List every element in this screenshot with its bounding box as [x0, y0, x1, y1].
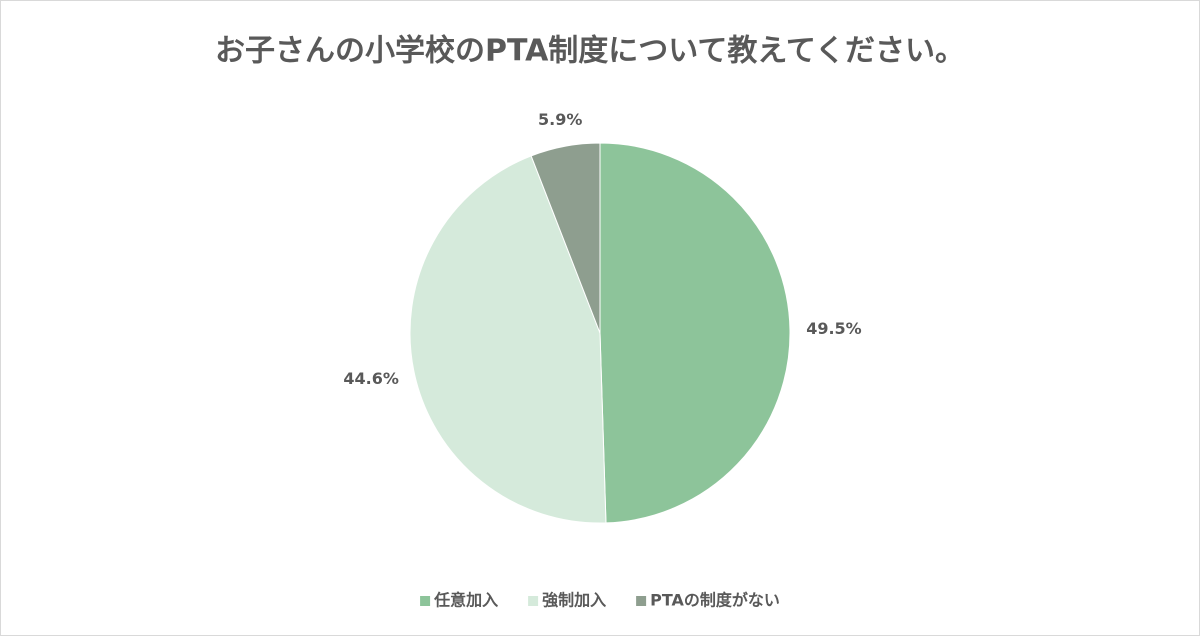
- legend-label: 強制加入: [542, 591, 606, 610]
- pie-slice: [530, 142, 601, 334]
- legend-swatch: [636, 596, 647, 606]
- data-label: 49.5%: [806, 319, 862, 338]
- legend-swatch: [420, 596, 431, 606]
- pie-slice: [409, 155, 607, 524]
- chart-title: お子さんの小学校のPTA制度について教えてください。: [215, 34, 965, 69]
- data-label: 5.9%: [538, 110, 582, 129]
- pie-slice: [599, 142, 791, 524]
- legend-label: 任意加入: [433, 591, 498, 610]
- legend-swatch: [528, 596, 539, 606]
- data-label: 44.6%: [343, 369, 399, 388]
- legend-label: PTAの制度がない: [650, 591, 780, 610]
